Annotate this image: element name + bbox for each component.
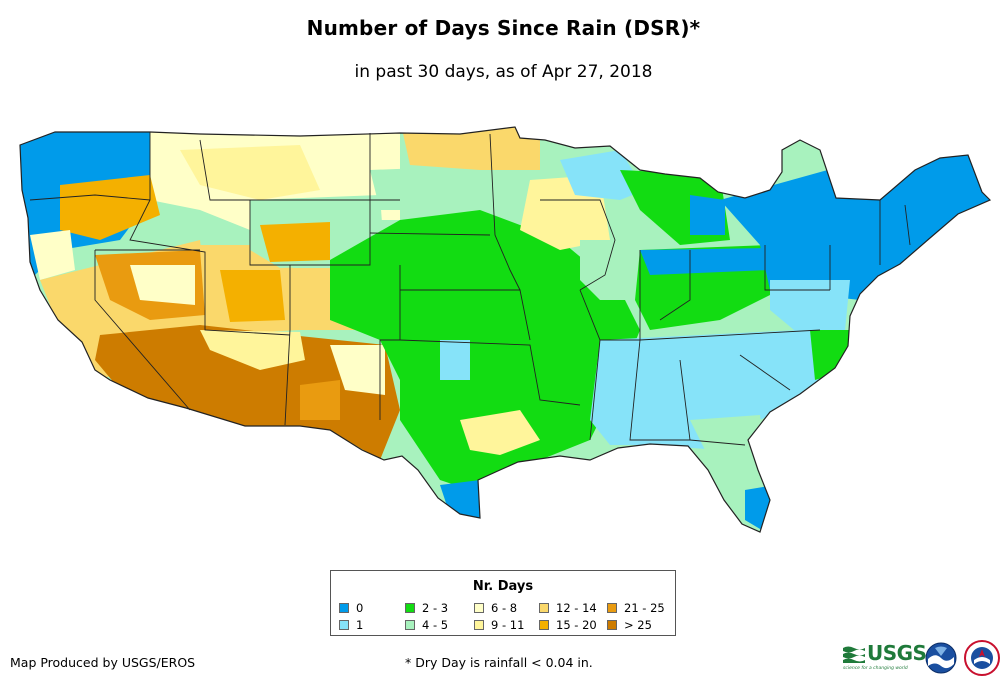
legend: Nr. Days 0 1 2 - 3 4 - 5 6 - 8 9 - 11 12… <box>330 570 676 636</box>
region-fill <box>400 127 540 170</box>
state-border <box>129 132 291 336</box>
legend-swatch <box>474 620 484 630</box>
region-fill <box>60 175 160 240</box>
region-fill <box>95 325 400 460</box>
region-fill <box>370 165 510 210</box>
state-border <box>369 133 400 201</box>
state-border <box>629 339 691 441</box>
legend-label: 0 <box>356 601 364 615</box>
region-fill <box>130 265 195 305</box>
region-fill <box>640 248 770 275</box>
region-fill <box>180 145 320 200</box>
state-border <box>399 339 581 406</box>
legend-swatch <box>539 620 549 630</box>
state-border <box>639 329 821 341</box>
region-fill <box>440 340 470 380</box>
legend-swatch <box>607 620 617 630</box>
state-border <box>579 250 641 341</box>
legend-label: 21 - 25 <box>624 601 665 615</box>
region-fill <box>220 270 285 322</box>
legend-swatch <box>405 603 415 613</box>
legend-swatch <box>607 603 617 613</box>
legend-swatch <box>339 603 349 613</box>
state-border <box>199 139 371 266</box>
legend-label: 9 - 11 <box>491 618 525 632</box>
region-fill <box>30 230 75 280</box>
legend-title: Nr. Days <box>472 579 534 594</box>
state-border <box>904 204 911 246</box>
noaa-logo-icon <box>925 642 957 674</box>
region-fill <box>580 240 640 300</box>
usgs-wordmark: USGS <box>867 641 927 665</box>
region-fill <box>330 345 385 395</box>
state-border <box>379 265 401 420</box>
conus-map <box>19 126 991 533</box>
region-fill <box>300 380 340 420</box>
usgs-tagline: science for a changing world <box>843 666 908 671</box>
legend-swatch <box>339 620 349 630</box>
region-fill <box>560 150 645 200</box>
legend-swatch <box>474 603 484 613</box>
legend-swatch <box>539 603 549 613</box>
state-border <box>29 194 151 201</box>
state-border <box>540 199 616 291</box>
nws-logo-icon <box>964 640 1000 676</box>
legend-label: 4 - 5 <box>422 618 449 632</box>
state-border <box>764 245 830 291</box>
region-fill <box>770 280 850 335</box>
dsr-color-regions <box>20 127 990 532</box>
state-borders <box>29 132 911 446</box>
region-fill <box>810 330 850 380</box>
legend-label: 2 - 3 <box>422 601 449 615</box>
footnote-text: * Dry Day is rainfall < 0.04 in. <box>405 655 593 670</box>
legend-swatch <box>405 620 415 630</box>
legend-label: 6 - 8 <box>491 601 518 615</box>
region-fill <box>200 330 305 370</box>
legend-label: 1 <box>356 618 364 632</box>
region-fill <box>690 195 725 235</box>
state-border <box>589 339 601 441</box>
usgs-logo: USGS science for a changing world <box>843 641 927 677</box>
region-fill <box>330 210 640 490</box>
state-border <box>489 133 521 291</box>
map-subtitle: in past 30 days, as of Apr 27, 2018 <box>354 62 653 82</box>
legend-label: 15 - 20 <box>556 618 597 632</box>
state-border <box>689 439 746 446</box>
legend-label: 12 - 14 <box>556 601 597 615</box>
state-border <box>369 232 491 236</box>
region-fill <box>260 222 330 262</box>
state-border <box>94 250 191 411</box>
map-title: Number of Days Since Rain (DSR)* <box>306 16 701 40</box>
usgs-wave-icon <box>843 646 865 663</box>
legend-label: > 25 <box>624 618 652 632</box>
state-border <box>739 354 791 391</box>
credit-text: Map Produced by USGS/EROS <box>10 655 196 670</box>
state-border <box>659 250 691 321</box>
region-fill <box>590 330 850 450</box>
region-fill <box>460 410 540 455</box>
